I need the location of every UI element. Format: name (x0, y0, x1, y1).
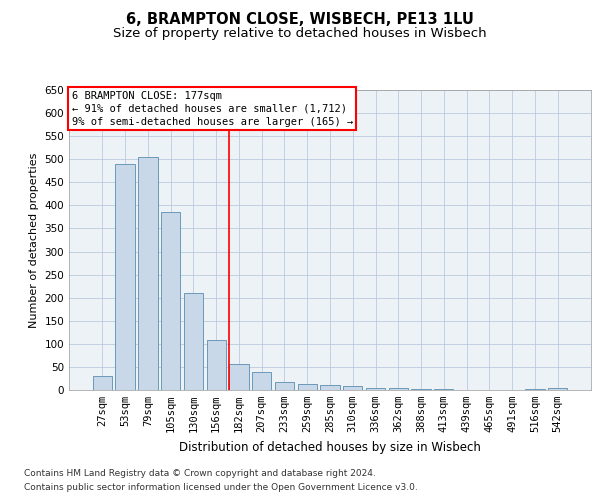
Bar (184, 293, 203, 390)
Bar (115, 164, 135, 390)
Bar (206, 340, 226, 390)
Text: Contains HM Land Registry data © Crown copyright and database right 2024.: Contains HM Land Registry data © Crown c… (24, 468, 376, 477)
Bar (343, 386, 362, 390)
Bar (389, 388, 408, 390)
Bar (298, 384, 317, 390)
Bar (161, 212, 181, 390)
Bar (434, 388, 454, 390)
Bar (93, 376, 112, 390)
Text: Contains public sector information licensed under the Open Government Licence v3: Contains public sector information licen… (24, 484, 418, 492)
Bar (412, 388, 431, 390)
Bar (138, 157, 158, 390)
Text: 6 BRAMPTON CLOSE: 177sqm
← 91% of detached houses are smaller (1,712)
9% of semi: 6 BRAMPTON CLOSE: 177sqm ← 91% of detach… (71, 90, 353, 127)
Bar (275, 382, 294, 390)
Bar (252, 372, 271, 390)
Text: 6, BRAMPTON CLOSE, WISBECH, PE13 1LU: 6, BRAMPTON CLOSE, WISBECH, PE13 1LU (126, 12, 474, 28)
Bar (229, 364, 248, 390)
Bar (525, 388, 545, 390)
X-axis label: Distribution of detached houses by size in Wisbech: Distribution of detached houses by size … (179, 440, 481, 454)
Text: Size of property relative to detached houses in Wisbech: Size of property relative to detached ho… (113, 28, 487, 40)
Bar (320, 386, 340, 390)
Bar (366, 388, 385, 390)
Y-axis label: Number of detached properties: Number of detached properties (29, 152, 39, 328)
Bar (548, 388, 567, 390)
